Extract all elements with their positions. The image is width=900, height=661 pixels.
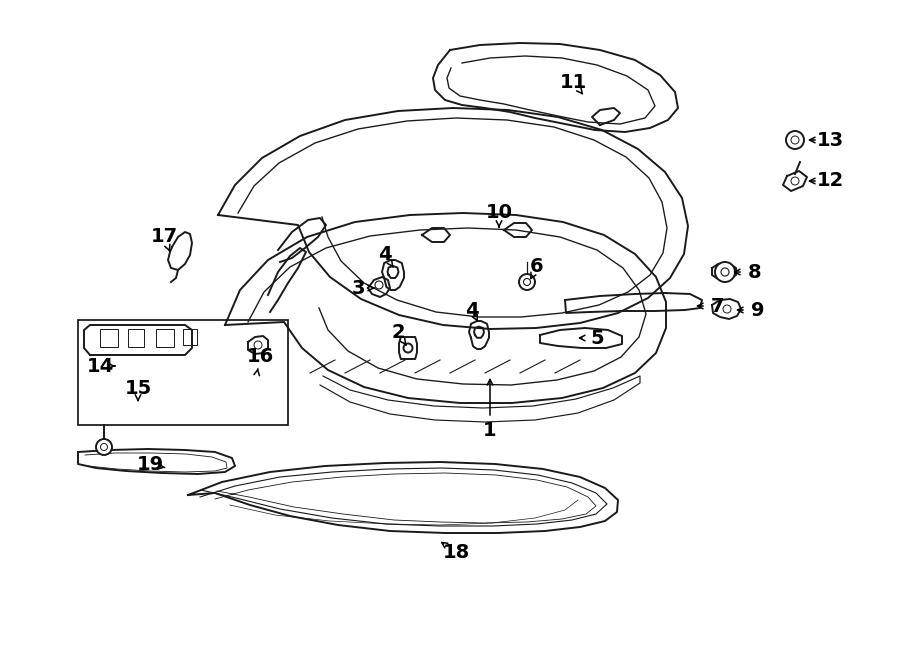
- Text: 4: 4: [378, 245, 392, 264]
- Polygon shape: [540, 328, 622, 348]
- Text: 14: 14: [86, 356, 113, 375]
- Text: 12: 12: [816, 171, 843, 190]
- Polygon shape: [188, 462, 618, 533]
- Polygon shape: [783, 171, 807, 191]
- Text: 11: 11: [560, 73, 587, 91]
- Polygon shape: [218, 108, 688, 329]
- Text: 8: 8: [748, 262, 761, 282]
- Text: 10: 10: [485, 202, 512, 221]
- Text: 16: 16: [247, 348, 274, 366]
- Polygon shape: [399, 337, 417, 359]
- Text: 2: 2: [392, 323, 405, 342]
- Circle shape: [786, 131, 804, 149]
- Bar: [78, 320, 288, 425]
- Circle shape: [96, 439, 112, 455]
- Polygon shape: [225, 213, 666, 403]
- Polygon shape: [592, 108, 620, 125]
- Text: 4: 4: [465, 301, 479, 319]
- Text: 19: 19: [137, 455, 164, 475]
- Circle shape: [715, 262, 735, 282]
- Text: 1: 1: [483, 420, 497, 440]
- Polygon shape: [565, 293, 702, 313]
- Bar: [100, 329, 118, 347]
- Polygon shape: [504, 223, 532, 237]
- Polygon shape: [433, 43, 678, 132]
- Circle shape: [519, 274, 535, 290]
- Polygon shape: [248, 336, 268, 354]
- Text: 3: 3: [351, 278, 364, 297]
- Polygon shape: [168, 232, 192, 270]
- Polygon shape: [474, 327, 484, 338]
- Polygon shape: [712, 299, 741, 319]
- Text: 17: 17: [150, 227, 177, 247]
- Bar: [128, 329, 144, 347]
- Text: 15: 15: [124, 379, 151, 397]
- Polygon shape: [78, 449, 235, 474]
- Polygon shape: [388, 266, 399, 278]
- Text: 5: 5: [590, 329, 604, 348]
- Polygon shape: [382, 260, 404, 290]
- Polygon shape: [469, 321, 489, 349]
- Text: 7: 7: [711, 297, 724, 315]
- Bar: [183, 329, 197, 345]
- Text: 13: 13: [816, 130, 843, 149]
- Text: 9: 9: [752, 301, 765, 319]
- Polygon shape: [84, 325, 192, 355]
- Bar: [156, 329, 174, 347]
- Text: 6: 6: [530, 258, 544, 276]
- Text: 18: 18: [443, 543, 470, 561]
- Polygon shape: [368, 277, 390, 297]
- Polygon shape: [422, 228, 450, 242]
- Polygon shape: [712, 263, 736, 280]
